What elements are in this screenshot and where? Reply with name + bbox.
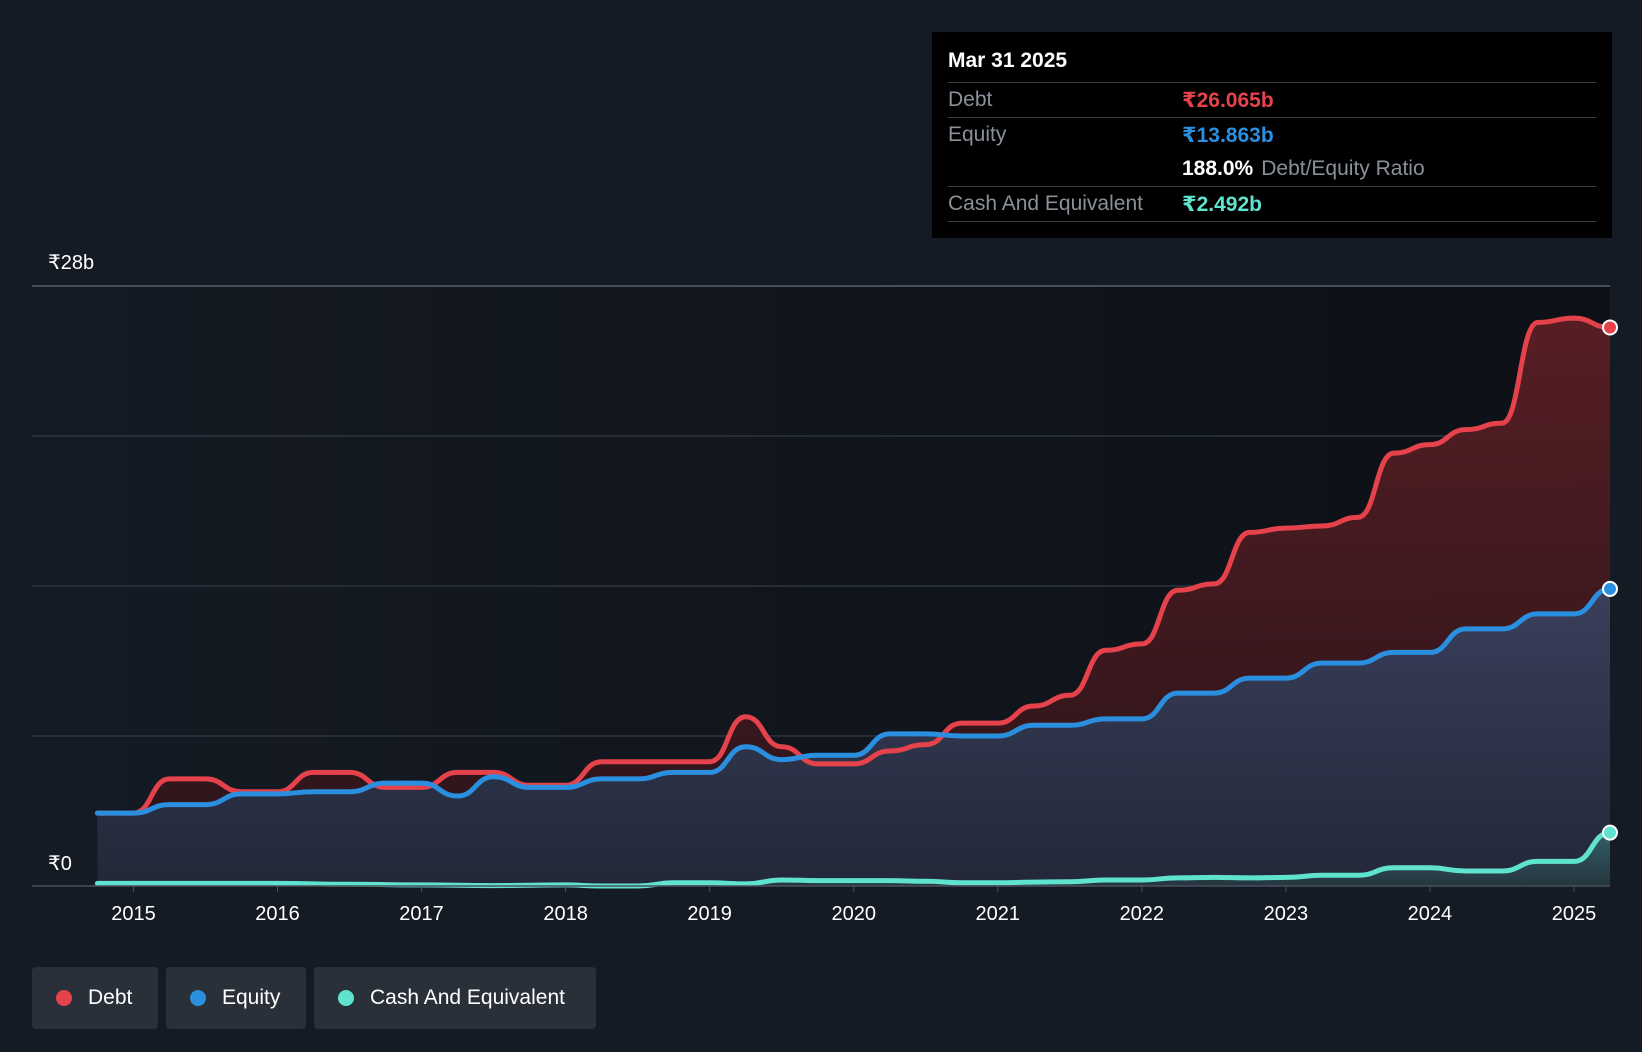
x-tick-label: 2016 (255, 903, 300, 925)
x-tick-label: 2025 (1552, 903, 1597, 925)
x-axis-ticks: 2015 2016 2017 2018 2019 2020 2021 2022 2023 2024… (111, 886, 1596, 925)
legend-equity-dot-icon (190, 990, 206, 1006)
cash-area (97, 832, 1610, 886)
equity-end-marker (1602, 580, 1618, 597)
x-tick-label: 2021 (976, 903, 1021, 925)
tooltip-debt-label: Debt (948, 88, 993, 111)
x-tick-label: 2017 (399, 903, 444, 925)
tooltip-row-debt: Debt ₹26.065b (948, 82, 1596, 117)
legend-debt-dot-icon (56, 990, 72, 1006)
tooltip-row-equity: Equity ₹13.863b (948, 117, 1596, 152)
equity-line (94, 586, 1613, 816)
tooltip-cash-value: ₹2.492b (1182, 192, 1262, 216)
tooltip-date: Mar 31 2025 (948, 49, 1068, 72)
x-tick-label: 2019 (687, 903, 732, 925)
equity-area (97, 588, 1610, 886)
y-tick-label-top: ₹28b (48, 252, 94, 274)
y-tick-label-zero: ₹0 (48, 853, 72, 875)
debt-line (94, 315, 1613, 816)
legend-equity-label: Equity (222, 986, 281, 1009)
legend-debt-label: Debt (88, 986, 133, 1009)
tooltip-ratio-value: 188.0% (1182, 157, 1254, 180)
tooltip-row-cash: Cash And Equivalent ₹2.492b (948, 186, 1596, 222)
tooltip-panel: Mar 31 2025 Debt ₹26.065b Equity ₹13.863… (932, 32, 1612, 238)
debt-end-marker (1602, 319, 1618, 336)
cash-end-marker (1602, 824, 1618, 841)
legend-item-cash[interactable]: Cash And Equivalent (314, 967, 596, 1029)
legend-cash-label: Cash And Equivalent (370, 986, 565, 1009)
legend-cash-dot-icon (338, 990, 354, 1006)
x-tick-label: 2018 (543, 903, 588, 925)
tooltip-equity-label: Equity (948, 123, 1007, 146)
tooltip-equity-value: ₹13.863b (1182, 123, 1274, 147)
x-tick-label: 2022 (1120, 903, 1165, 925)
x-tick-label: 2023 (1264, 903, 1309, 925)
tooltip-row-ratio: 188.0% Debt/Equity Ratio (948, 152, 1596, 186)
x-tick-label: 2015 (111, 903, 156, 925)
legend-item-equity[interactable]: Equity (166, 967, 306, 1029)
end-markers (1602, 319, 1618, 841)
tooltip-ratio-label: Debt/Equity Ratio (1261, 157, 1425, 180)
x-tick-label: 2024 (1408, 903, 1453, 925)
x-tick-label: 2020 (831, 903, 876, 925)
tooltip-debt-value: ₹26.065b (1182, 88, 1274, 112)
legend-item-debt[interactable]: Debt (32, 967, 158, 1029)
tooltip-cash-label: Cash And Equivalent (948, 192, 1143, 215)
